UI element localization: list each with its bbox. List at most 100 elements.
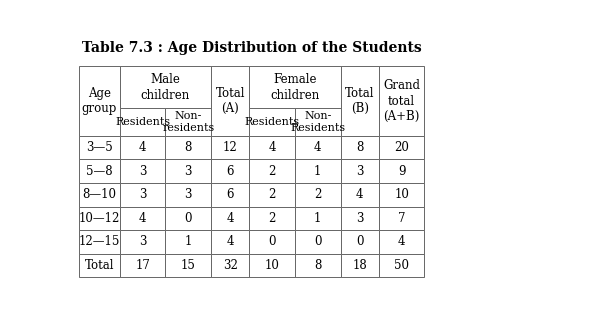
Bar: [341, 183, 379, 207]
Bar: [120, 136, 165, 159]
Text: 12: 12: [223, 141, 237, 154]
Bar: [79, 159, 120, 183]
Text: 8—10: 8—10: [82, 188, 117, 201]
Bar: [379, 183, 424, 207]
Bar: [211, 254, 249, 277]
Bar: [379, 230, 424, 254]
Text: 10: 10: [264, 259, 279, 272]
Bar: [295, 159, 341, 183]
Bar: [341, 66, 379, 136]
Bar: [249, 183, 295, 207]
Bar: [79, 254, 120, 277]
Bar: [165, 159, 211, 183]
Bar: [249, 136, 295, 159]
Bar: [165, 136, 211, 159]
Bar: [295, 136, 341, 159]
Bar: [120, 159, 165, 183]
Text: 8: 8: [314, 259, 322, 272]
Text: 9: 9: [398, 165, 406, 178]
Text: 15: 15: [181, 259, 196, 272]
Text: Total
(A): Total (A): [216, 87, 245, 115]
Text: 1: 1: [185, 235, 192, 248]
Bar: [79, 136, 120, 159]
Text: 0: 0: [269, 235, 276, 248]
Text: 20: 20: [394, 141, 409, 154]
Bar: [165, 207, 211, 230]
Bar: [211, 136, 249, 159]
Text: 10—12: 10—12: [79, 212, 120, 225]
Text: 5—8: 5—8: [86, 165, 112, 178]
Text: Non-
residents: Non- residents: [162, 111, 215, 133]
Bar: [249, 159, 295, 183]
Bar: [79, 207, 120, 230]
Text: Male
children: Male children: [141, 73, 190, 101]
Bar: [249, 254, 295, 277]
Bar: [165, 254, 211, 277]
Bar: [211, 66, 249, 136]
Bar: [165, 183, 211, 207]
Bar: [249, 207, 295, 230]
Bar: [79, 183, 120, 207]
Text: 0: 0: [356, 235, 364, 248]
Text: 6: 6: [227, 165, 234, 178]
Text: 3: 3: [185, 165, 192, 178]
Text: 4: 4: [227, 212, 234, 225]
Text: 3: 3: [356, 212, 364, 225]
Bar: [165, 230, 211, 254]
Text: 17: 17: [135, 259, 150, 272]
Text: 3: 3: [356, 165, 364, 178]
Text: Total
(B): Total (B): [345, 87, 374, 115]
Text: 8: 8: [356, 141, 364, 154]
Text: Residents: Residents: [115, 117, 170, 127]
Bar: [249, 230, 295, 254]
Text: Grand
total
(A+B): Grand total (A+B): [383, 79, 420, 123]
Bar: [379, 254, 424, 277]
Bar: [379, 136, 424, 159]
Bar: [79, 230, 120, 254]
Bar: [295, 230, 341, 254]
Bar: [249, 108, 295, 136]
Bar: [295, 183, 341, 207]
Bar: [379, 159, 424, 183]
Text: 7: 7: [398, 212, 406, 225]
Text: 3: 3: [185, 188, 192, 201]
Text: 10: 10: [394, 188, 409, 201]
Text: 1: 1: [314, 212, 322, 225]
Text: 12—15: 12—15: [79, 235, 120, 248]
Text: 4: 4: [314, 141, 322, 154]
Bar: [341, 254, 379, 277]
Text: Residents: Residents: [245, 117, 300, 127]
Text: 2: 2: [269, 165, 276, 178]
Text: Total: Total: [85, 259, 114, 272]
Text: 4: 4: [398, 235, 406, 248]
Text: 2: 2: [269, 188, 276, 201]
Text: 0: 0: [185, 212, 192, 225]
Bar: [120, 230, 165, 254]
Text: 3: 3: [139, 188, 147, 201]
Text: Non-
Residents: Non- Residents: [290, 111, 346, 133]
Text: 4: 4: [139, 141, 147, 154]
Text: 2: 2: [269, 212, 276, 225]
Bar: [120, 108, 165, 136]
Bar: [341, 207, 379, 230]
Text: 4: 4: [356, 188, 364, 201]
Text: 4: 4: [269, 141, 276, 154]
Bar: [211, 159, 249, 183]
Text: Age
group: Age group: [82, 87, 117, 115]
Bar: [165, 108, 211, 136]
Bar: [120, 66, 211, 108]
Bar: [341, 136, 379, 159]
Bar: [249, 66, 341, 108]
Bar: [211, 207, 249, 230]
Text: 4: 4: [139, 212, 147, 225]
Bar: [341, 159, 379, 183]
Text: 1: 1: [314, 165, 322, 178]
Text: 18: 18: [352, 259, 367, 272]
Bar: [211, 183, 249, 207]
Bar: [211, 230, 249, 254]
Bar: [295, 108, 341, 136]
Text: Female
children: Female children: [270, 73, 320, 101]
Text: 3—5: 3—5: [86, 141, 113, 154]
Bar: [379, 207, 424, 230]
Text: 3: 3: [139, 235, 147, 248]
